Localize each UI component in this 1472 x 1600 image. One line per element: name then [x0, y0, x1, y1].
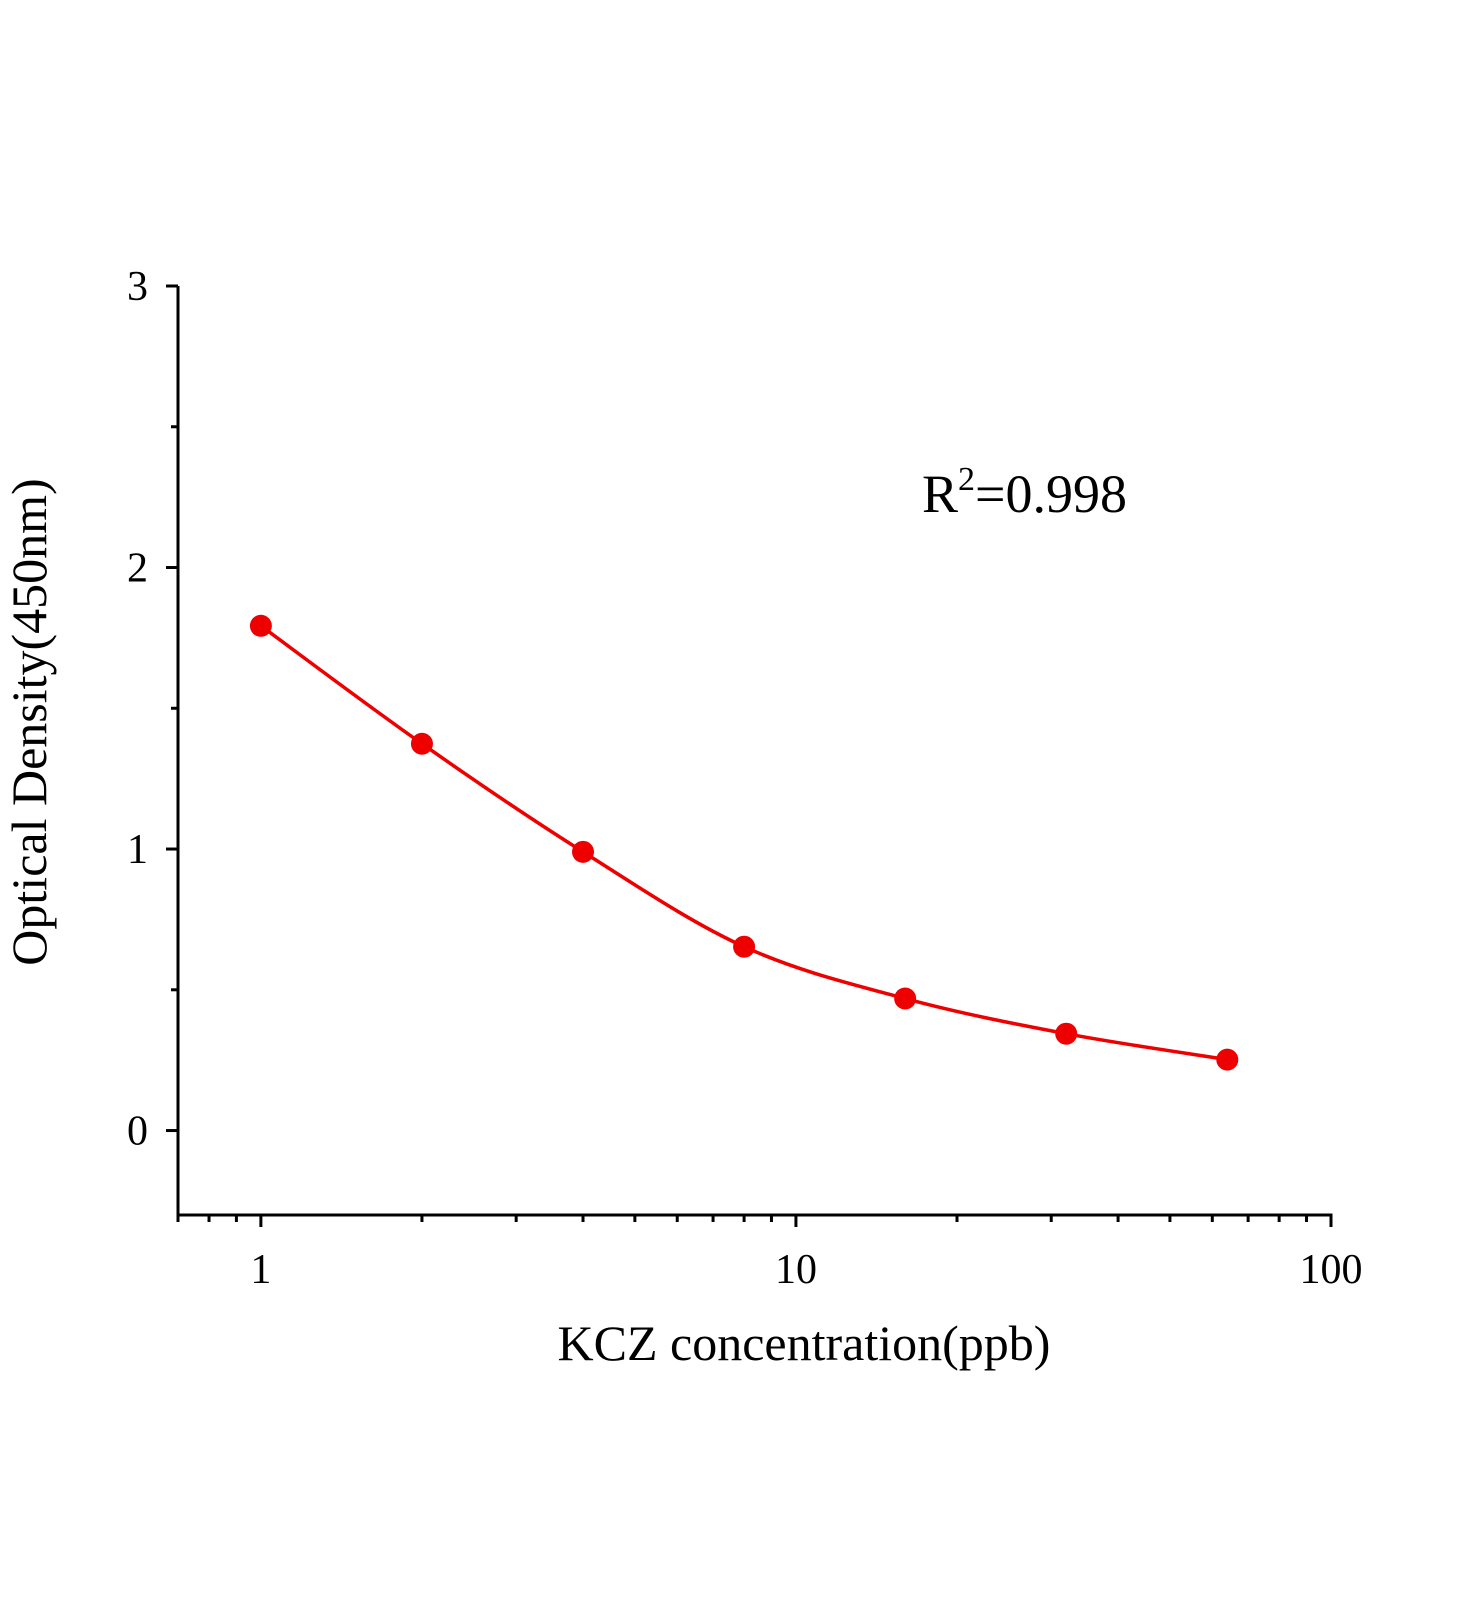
y-tick-label: 0: [127, 1109, 148, 1155]
fit-curve: [259, 624, 1228, 1062]
data-point: [572, 840, 595, 863]
y-tick-label: 2: [127, 546, 148, 592]
data-point: [1216, 1048, 1239, 1071]
x-tick-label: 10: [775, 1247, 817, 1293]
data-point: [410, 732, 433, 755]
axes: [176, 286, 1333, 1217]
data-point: [733, 935, 756, 958]
data-points: [249, 614, 1239, 1071]
y-tick-label: 1: [127, 827, 148, 873]
ticks: 0 1 2 3 1 10 100: [127, 264, 1363, 1293]
y-axis-label: Optical Density(450nm): [1, 478, 57, 965]
x-tick-label: 1: [250, 1247, 271, 1293]
x-axis-label: KCZ concentration(ppb): [558, 1315, 1051, 1371]
data-point: [249, 614, 272, 637]
x-tick-label: 100: [1300, 1247, 1363, 1293]
y-tick-label: 3: [127, 264, 148, 310]
data-point: [1055, 1022, 1078, 1045]
r-squared-annotation: R2=0.998: [922, 461, 1127, 524]
data-point: [894, 987, 917, 1010]
